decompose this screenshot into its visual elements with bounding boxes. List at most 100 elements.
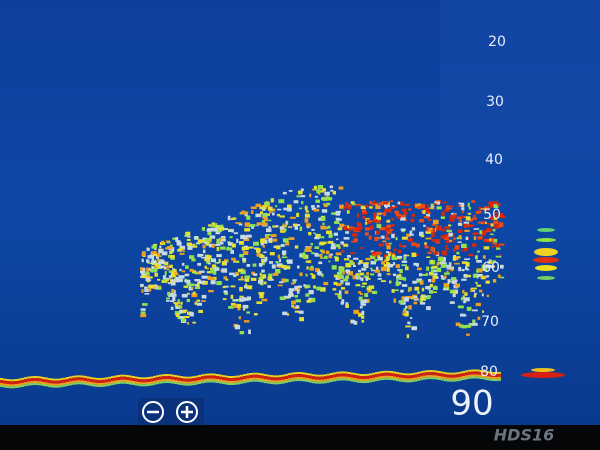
echo xyxy=(375,372,378,375)
echo xyxy=(433,219,439,225)
echo xyxy=(180,376,183,379)
echo xyxy=(36,381,39,384)
zoom-out-button[interactable] xyxy=(142,401,164,423)
echo xyxy=(483,206,490,211)
echo xyxy=(361,319,365,323)
echo xyxy=(246,296,251,301)
echo xyxy=(211,244,215,248)
echo xyxy=(386,273,391,276)
echo xyxy=(424,245,429,249)
echo xyxy=(339,223,345,228)
echo xyxy=(282,253,286,256)
echo xyxy=(345,269,350,273)
echo xyxy=(389,200,394,203)
echo xyxy=(225,382,228,385)
echo xyxy=(426,306,431,311)
echo xyxy=(373,200,376,204)
echo xyxy=(171,279,176,282)
echo xyxy=(327,373,330,376)
echo xyxy=(282,374,285,377)
echo xyxy=(189,376,192,379)
echo xyxy=(336,244,341,248)
echo xyxy=(430,246,435,251)
echo xyxy=(303,374,306,378)
echo xyxy=(210,268,215,273)
echo xyxy=(405,305,408,309)
echo xyxy=(108,381,111,384)
echo xyxy=(319,241,325,245)
echo xyxy=(252,377,255,380)
echo xyxy=(486,376,489,379)
echo xyxy=(309,245,312,249)
echo xyxy=(453,372,456,375)
echo xyxy=(219,379,222,382)
echo xyxy=(436,267,442,273)
echo xyxy=(470,287,477,290)
echo xyxy=(264,234,271,236)
echo xyxy=(402,380,405,383)
echo xyxy=(333,372,336,375)
echo xyxy=(151,251,157,255)
echo xyxy=(9,386,12,389)
echo xyxy=(378,373,381,377)
echo xyxy=(377,273,382,277)
echo xyxy=(410,317,413,319)
echo xyxy=(282,238,289,243)
echo xyxy=(147,382,150,384)
echo xyxy=(267,381,270,384)
echo xyxy=(350,320,355,324)
echo xyxy=(216,254,222,258)
echo xyxy=(262,216,266,219)
echo xyxy=(196,282,200,288)
echo xyxy=(486,223,491,225)
echo xyxy=(210,378,213,381)
echo xyxy=(181,270,186,273)
echo xyxy=(357,227,363,230)
echo xyxy=(458,235,462,239)
echo xyxy=(440,275,444,278)
echo xyxy=(144,293,150,295)
echo xyxy=(258,263,263,267)
echo xyxy=(255,377,258,380)
echo xyxy=(396,276,401,279)
echo xyxy=(405,380,408,383)
echo xyxy=(300,195,306,198)
echo xyxy=(354,380,357,383)
echo xyxy=(276,245,281,250)
echo xyxy=(229,272,235,276)
echo xyxy=(432,278,436,283)
echo xyxy=(223,276,227,280)
zoom-in-button[interactable] xyxy=(176,401,198,423)
echo xyxy=(177,248,182,252)
echo xyxy=(345,231,349,234)
echo xyxy=(378,371,381,374)
echo xyxy=(375,204,379,208)
echo xyxy=(60,385,63,388)
echo xyxy=(365,277,371,280)
echo xyxy=(263,251,267,254)
echo xyxy=(190,287,194,289)
echo xyxy=(376,224,382,228)
echo xyxy=(78,382,81,385)
echo xyxy=(166,297,170,300)
echo xyxy=(230,285,236,288)
echo xyxy=(316,189,321,194)
echo xyxy=(167,246,173,249)
echo xyxy=(392,273,396,277)
echo xyxy=(255,374,258,378)
echo xyxy=(173,302,179,304)
echo xyxy=(368,235,372,240)
echo xyxy=(260,241,264,246)
echo xyxy=(264,381,267,384)
echo xyxy=(404,297,409,302)
echo xyxy=(458,219,462,223)
echo xyxy=(280,244,285,247)
echo xyxy=(494,223,499,226)
echo xyxy=(477,316,481,320)
echo xyxy=(426,375,429,378)
echo xyxy=(233,260,236,263)
echo xyxy=(420,373,423,377)
echo xyxy=(279,265,284,267)
echo xyxy=(352,233,358,237)
echo xyxy=(183,376,186,379)
